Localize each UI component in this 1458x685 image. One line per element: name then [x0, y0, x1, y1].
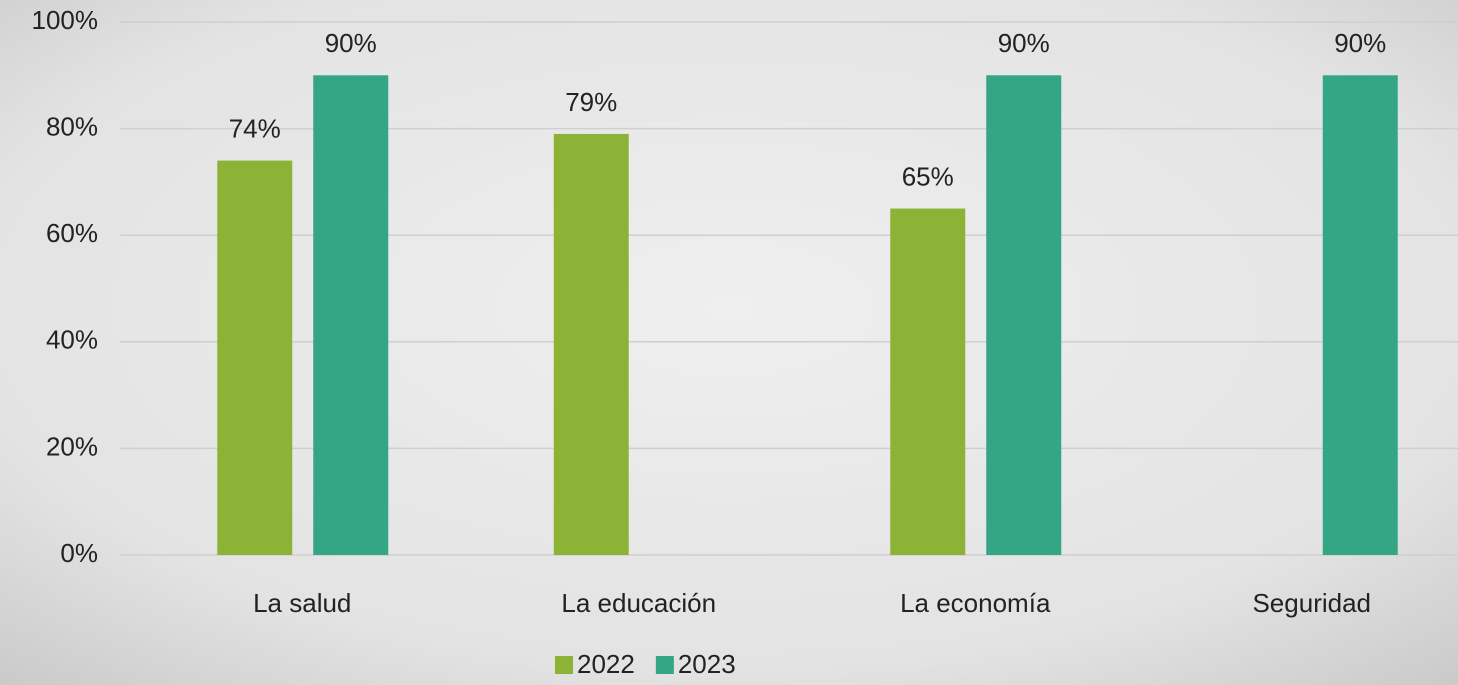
value-label: 79% — [565, 87, 617, 117]
y-tick-label: 0% — [60, 538, 98, 568]
bar — [553, 133, 629, 555]
x-tick-label: La economía — [900, 588, 1051, 618]
legend-swatch — [655, 656, 674, 674]
value-label: 90% — [1334, 28, 1386, 58]
value-label: 90% — [998, 28, 1050, 58]
bar — [890, 208, 966, 556]
legend-label: 2022 — [577, 649, 635, 679]
bar — [313, 75, 389, 556]
x-tick-label: Seguridad — [1252, 588, 1371, 618]
y-tick-label: 40% — [46, 325, 98, 355]
value-label: 74% — [229, 113, 281, 143]
value-label: 90% — [325, 28, 377, 58]
bar — [217, 160, 293, 555]
y-tick-label: 100% — [32, 5, 99, 35]
bar — [986, 75, 1062, 556]
y-tick-label: 20% — [46, 431, 98, 461]
y-tick-label: 80% — [46, 111, 98, 141]
bar — [1322, 75, 1398, 556]
legend-label: 2023 — [678, 649, 736, 679]
y-tick-label: 60% — [46, 218, 98, 248]
x-tick-label: La educación — [561, 588, 716, 618]
value-label: 65% — [902, 161, 954, 191]
legend-swatch — [555, 656, 573, 674]
x-tick-label: La salud — [253, 588, 351, 618]
